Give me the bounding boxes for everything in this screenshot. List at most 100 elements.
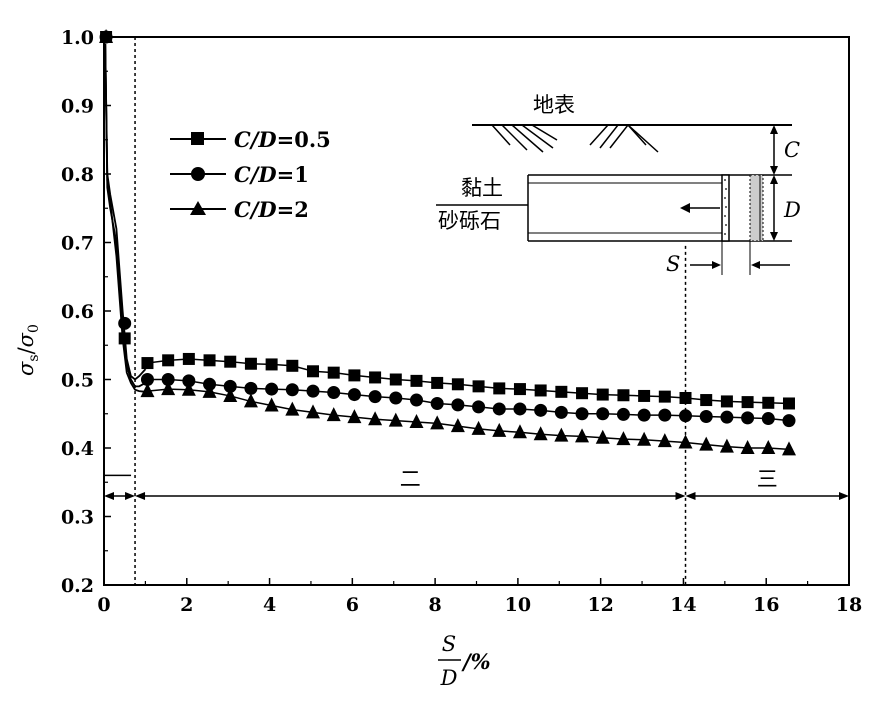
y-tick-label-6: 0.8: [61, 164, 94, 186]
legend-item-triangle: C/D=2: [170, 197, 309, 222]
series-2-point-9: [306, 404, 321, 419]
series-0-point-18: [472, 380, 485, 393]
inset-displacement-label: S: [666, 252, 680, 276]
series-0-point-12: [348, 369, 361, 382]
series-2-point-26: [657, 433, 672, 448]
series-0-point-8: [265, 358, 278, 371]
series-1-point-30: [720, 410, 734, 424]
series-2-point-30: [740, 440, 755, 454]
series-2-point-2: [161, 381, 176, 396]
series-0-point-33: [782, 397, 795, 410]
series-2-point-24: [616, 431, 631, 446]
series-0-point-30: [720, 395, 733, 408]
legend-triangle-marker: [190, 201, 206, 215]
series-0-point-19: [493, 382, 506, 395]
series-0-point-16: [431, 376, 444, 389]
ylabel-den: σ: [14, 332, 38, 347]
x-tick-label-1: 2: [180, 594, 193, 616]
series-0-point-24: [596, 388, 609, 401]
stage-arrow-1-head-right: [675, 491, 686, 500]
series-0-point-27: [658, 390, 671, 403]
series-1-point-25: [616, 407, 630, 421]
series-2-point-22: [575, 428, 590, 443]
inset-ground-label: 地表: [533, 93, 575, 117]
stage-boundaries: [134, 37, 687, 585]
legend-label-value-0: =0.5: [277, 127, 331, 152]
y-tick-label-7: 0.9: [61, 96, 94, 118]
series-2-point-12: [368, 411, 383, 426]
x-tick-label-9: 18: [836, 594, 862, 616]
series-1-point-26: [637, 408, 651, 422]
series-1-point-21: [534, 403, 548, 417]
ylabel-sep: /: [14, 346, 38, 354]
soil-hatch-right: [589, 124, 659, 153]
series-2-point-4: [202, 383, 217, 398]
drop-curve-2: [104, 43, 146, 393]
series-0-point-32: [762, 396, 775, 409]
series-2-point-10: [326, 407, 341, 422]
inset-cover-label: C: [784, 138, 800, 162]
stage-label-2: 三: [757, 467, 778, 491]
series-1-point-15: [409, 393, 423, 407]
face-gravel-zone: [749, 174, 764, 242]
series-0-point-13: [369, 371, 382, 384]
series-1-point-2: [140, 373, 154, 386]
series-1-point-18: [472, 400, 486, 414]
series-0-point-25: [617, 389, 630, 402]
soil-hatch-left: [491, 124, 558, 153]
series-layer: [99, 29, 796, 456]
x-tick-label-8: 16: [753, 594, 779, 616]
series-0-point-17: [451, 378, 464, 391]
series-0-point-9: [286, 359, 299, 372]
series-2-point-15: [430, 415, 445, 430]
legend-label-value-2: =2: [277, 197, 309, 222]
series-0-point-21: [534, 384, 547, 397]
series-1-point-22: [554, 405, 568, 419]
series-1-point-1: [118, 316, 132, 330]
series-2-point-27: [678, 434, 693, 449]
series-2-point-23: [595, 429, 610, 444]
series-1-point-24: [596, 407, 610, 421]
series-2-point-25: [637, 431, 652, 446]
series-0-point-2: [141, 357, 154, 370]
series-0-point-5: [203, 354, 216, 367]
y-axis-label: σs/σ0: [14, 324, 42, 376]
series-line-0: [144, 358, 790, 405]
x-tick-label-0: 0: [97, 594, 110, 616]
series-2-point-0: [99, 29, 114, 43]
series-2-point-18: [492, 422, 507, 437]
series-1-point-17: [451, 398, 465, 412]
series-1-point-14: [389, 391, 403, 405]
legend-square-marker: [191, 132, 204, 145]
xlabel-numerator: S: [442, 632, 456, 656]
series-1-point-32: [761, 412, 775, 426]
x-tick-label-5: 10: [505, 594, 531, 616]
plot-frame: [103, 36, 850, 586]
ylabel-den-sub: 0: [26, 324, 42, 333]
legend-circle-marker: [191, 167, 205, 181]
series-0-point-23: [576, 387, 589, 400]
legend: C/D=0.5 C/D=1 C/D=2: [170, 127, 331, 222]
series-0-point-6: [224, 355, 237, 368]
series-0-point-20: [513, 383, 526, 396]
x-tick-label-6: 12: [587, 594, 613, 616]
xlabel-unit: /%: [461, 649, 491, 674]
series-1-point-7: [244, 381, 258, 395]
series-0-point-28: [679, 391, 692, 404]
x-axis: 0 2 4 6 8 10 12 14 16 18: [97, 578, 862, 616]
svg-text:σs/σ0: σs/σ0: [14, 324, 42, 376]
y-tick-label-4: 0.6: [61, 301, 94, 323]
series-2-point-11: [347, 409, 362, 424]
series-1-point-12: [347, 388, 361, 402]
series-1-point-19: [492, 402, 506, 416]
series-1-point-8: [265, 382, 279, 396]
inset-clay-label: 黏土: [461, 176, 503, 200]
legend-label-italic-2: C/D: [234, 197, 277, 222]
series-2-point-29: [719, 438, 734, 453]
series-1-point-33: [782, 414, 796, 428]
y-tick-label-2: 0.4: [61, 438, 94, 460]
inset-diameter-label: D: [783, 198, 801, 222]
series-1-point-16: [430, 396, 444, 410]
series-0-point-10: [307, 365, 320, 378]
